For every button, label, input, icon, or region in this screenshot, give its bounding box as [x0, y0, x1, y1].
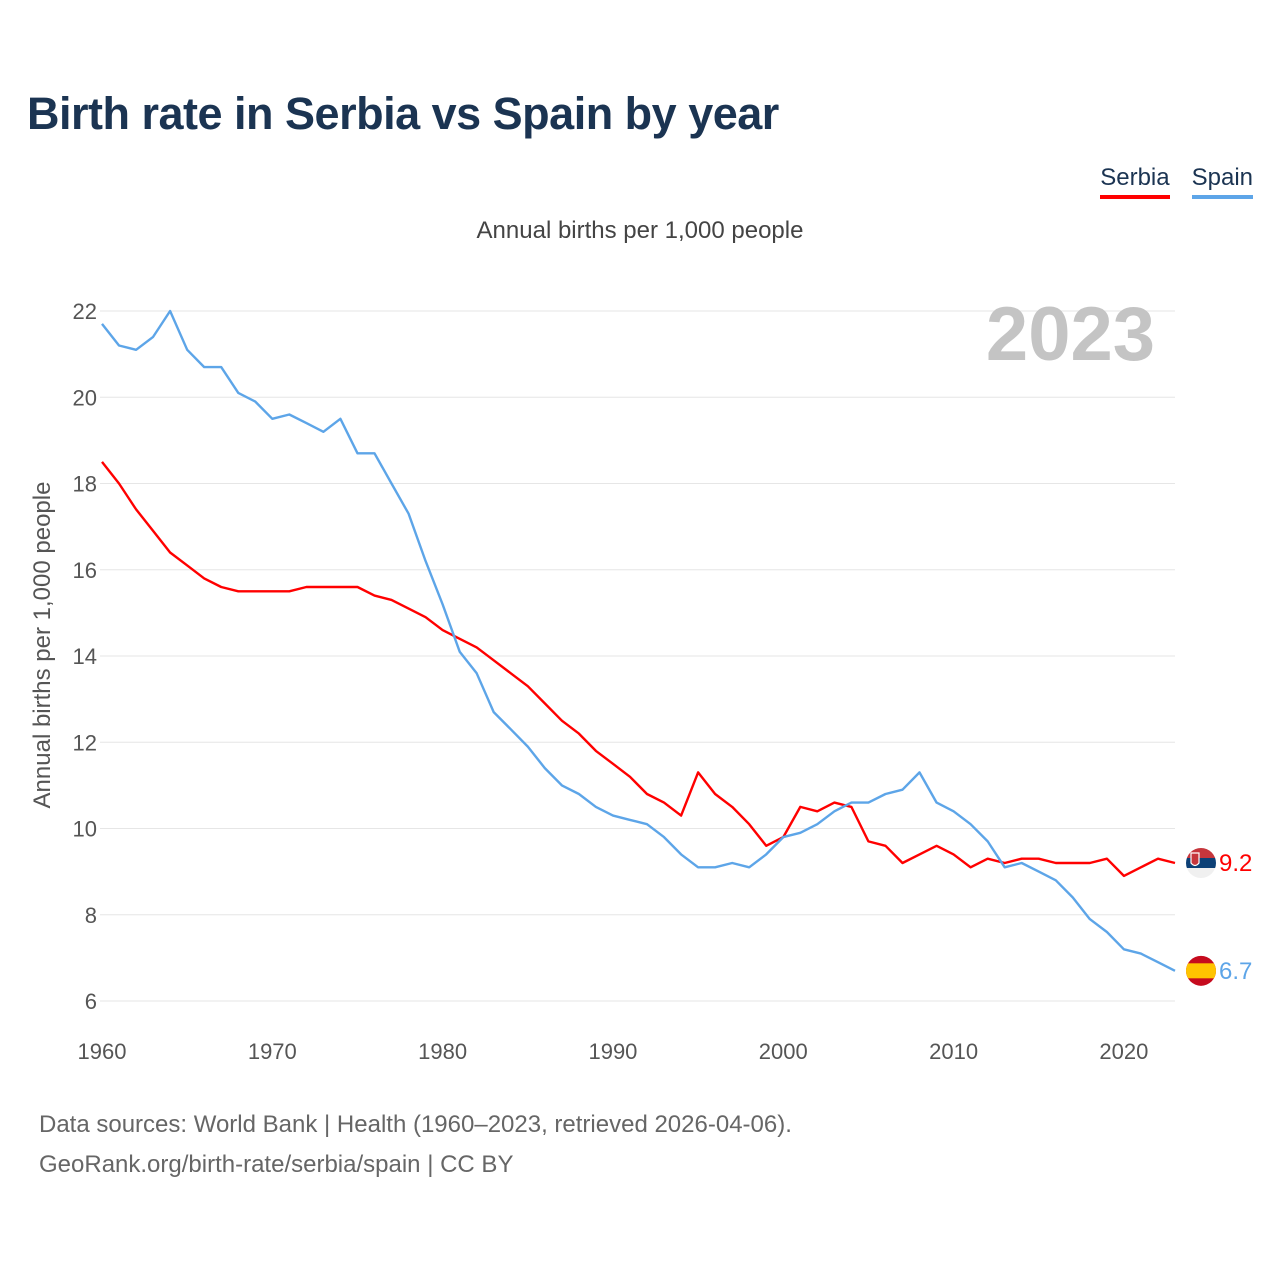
line-chart: 6 8 10 12 14 16 18 20 22 1960 1970 1980 1990 2000 201… [29, 292, 1252, 1064]
end-markers: 9.2 6.7 [1186, 848, 1252, 986]
source-link[interactable]: GeoRank.org/birth-rate/serbia/spain | CC… [39, 1151, 514, 1178]
x-tick-label: 1980 [418, 1039, 467, 1064]
y-tick-label: 6 [85, 989, 97, 1014]
y-tick-label: 12 [73, 730, 97, 755]
x-tick-label: 1960 [78, 1039, 127, 1064]
series-line-spain [101, 309, 1176, 972]
end-value-serbia: 9.2 [1219, 850, 1252, 877]
y-tick-label: 18 [73, 472, 97, 497]
series-lines [101, 309, 1176, 972]
x-tick-label: 2020 [1099, 1039, 1148, 1064]
data-source-note: Data sources: World Bank | Health (1960–… [39, 1111, 792, 1138]
year-watermark: 2023 [986, 292, 1155, 377]
y-tick-label: 22 [73, 299, 97, 324]
x-tick-label: 2000 [759, 1039, 808, 1064]
x-axis-ticks: 1960 1970 1980 1990 2000 2010 2020 [78, 1039, 1149, 1064]
series-line-serbia [101, 461, 1176, 878]
flag-spain-icon [1186, 955, 1216, 986]
legend-item-spain[interactable]: Spain [1191, 164, 1253, 199]
y-tick-label: 16 [73, 558, 97, 583]
y-tick-label: 20 [73, 385, 97, 410]
grid-lines [100, 310, 1175, 1002]
legend: Serbia Spain [1100, 164, 1253, 199]
end-value-spain: 6.7 [1219, 958, 1252, 985]
y-tick-label: 14 [73, 644, 97, 669]
y-axis-ticks: 6 8 10 12 14 16 18 20 22 [73, 299, 97, 1014]
y-axis-label: Annual births per 1,000 people [29, 482, 56, 809]
x-tick-label: 2010 [929, 1039, 978, 1064]
x-tick-label: 1970 [248, 1039, 297, 1064]
y-tick-label: 10 [73, 817, 97, 842]
page-title: Birth rate in Serbia vs Spain by year [27, 88, 779, 139]
flag-serbia-icon [1186, 848, 1216, 878]
x-tick-label: 1990 [588, 1039, 637, 1064]
footer: Data sources: World Bank | Health (1960–… [39, 1105, 792, 1185]
chart-subtitle: Annual births per 1,000 people [476, 217, 804, 244]
y-tick-label: 8 [85, 903, 97, 928]
legend-item-serbia[interactable]: Serbia [1100, 164, 1170, 199]
